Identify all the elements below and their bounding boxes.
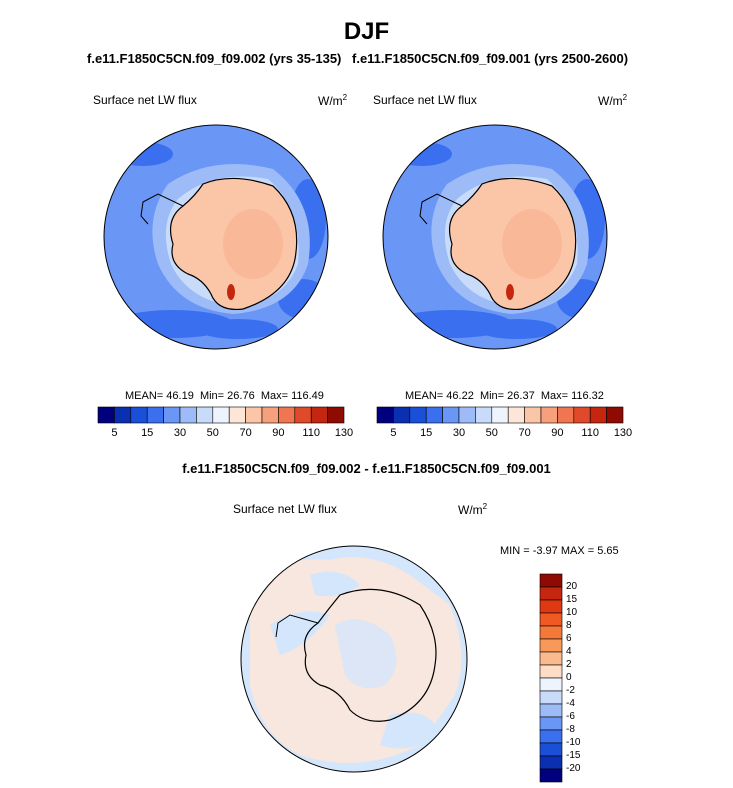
colorbar-swatch <box>606 406 624 424</box>
colorbar-tick-label: 4 <box>566 646 572 657</box>
colorbar-tick-label: 50 <box>485 427 498 439</box>
colorbar-swatch <box>163 406 181 424</box>
colorbar-swatch <box>491 406 509 424</box>
colorbar-swatch <box>376 406 394 424</box>
colorbar-swatch <box>409 406 427 424</box>
colorbar-swatch <box>539 768 563 783</box>
colorbar-tick-label: 90 <box>551 427 564 439</box>
colorbar-swatch <box>393 406 411 424</box>
panel-2-units: W/m2 <box>598 93 628 108</box>
colorbar-swatch <box>539 664 563 679</box>
colorbar-swatch <box>539 612 563 627</box>
colorbar-tick-label: -6 <box>566 711 575 722</box>
colorbar-swatch <box>310 406 328 424</box>
colorbar-swatch <box>539 729 563 744</box>
colorbar-tick-label: -20 <box>566 763 581 774</box>
panel-2-subtitle: f.e11.F1850C5CN.f09_f09.001 (yrs 2500-26… <box>352 51 629 66</box>
colorbar-swatch <box>475 406 493 424</box>
colorbar-panel-1 <box>97 406 345 424</box>
colorbar-swatch <box>146 406 164 424</box>
colorbar-swatch <box>539 599 563 614</box>
difference-units: W/m2 <box>458 502 488 517</box>
colorbar-tick-label: 30 <box>452 427 466 439</box>
colorbar-tick-label: 8 <box>566 620 572 631</box>
colorbar-swatch <box>97 406 115 424</box>
colorbar-swatch <box>539 677 563 692</box>
colorbar-difference <box>539 573 563 783</box>
colorbar-tick-label: -4 <box>566 698 575 709</box>
difference-title: f.e11.F1850C5CN.f09_f09.002 - f.e11.F185… <box>182 461 551 476</box>
colorbar-tick-label: 0 <box>566 672 572 683</box>
colorbar-swatch <box>539 651 563 666</box>
colorbar-tick-label: 5 <box>111 427 118 439</box>
colorbar-tick-label: 20 <box>566 581 578 592</box>
colorbar-swatch <box>245 406 263 424</box>
colorbar-swatch <box>539 703 563 718</box>
colorbar-swatch <box>539 638 563 653</box>
colorbar-swatch <box>507 406 525 424</box>
colorbar-swatch <box>425 406 443 424</box>
colorbar-swatch <box>228 406 246 424</box>
colorbar-swatch <box>278 406 296 424</box>
colorbar-tick-label: 2 <box>566 659 572 670</box>
colorbar-swatch <box>573 406 591 424</box>
colorbar-swatch <box>179 406 197 424</box>
panel-1-units: W/m2 <box>318 93 348 108</box>
colorbar-swatch <box>261 406 279 424</box>
colorbar-swatch <box>539 742 563 757</box>
colorbar-swatch <box>557 406 575 424</box>
colorbar-swatch <box>539 573 563 588</box>
colorbar-tick-label: 50 <box>206 427 219 439</box>
panel-1-subtitle: f.e11.F1850C5CN.f09_f09.002 (yrs 35-135) <box>87 51 342 66</box>
colorbar-tick-label: 6 <box>566 633 572 644</box>
colorbar-tick-label: 90 <box>272 427 285 439</box>
colorbar-swatch <box>114 406 132 424</box>
colorbar-swatch <box>294 406 312 424</box>
colorbar-tick-label: 15 <box>566 594 578 605</box>
panel-2-variable: Surface net LW flux <box>373 93 477 107</box>
colorbar-tick-label: 130 <box>613 427 633 439</box>
colorbar-swatch <box>539 716 563 731</box>
colorbar-tick-label: -2 <box>566 685 575 696</box>
colorbar-swatch <box>524 406 542 424</box>
colorbar-tick-label: 70 <box>518 427 531 439</box>
colorbar-swatch <box>539 625 563 640</box>
colorbar-tick-label: 70 <box>239 427 252 439</box>
colorbar-swatch <box>539 586 563 601</box>
colorbar-panel-2 <box>376 406 624 424</box>
colorbar-swatch <box>539 755 563 770</box>
colorbar-tick-label: 15 <box>420 427 433 439</box>
colorbar-swatch <box>196 406 214 424</box>
colorbar-swatch <box>540 406 558 424</box>
panel-1-variable: Surface net LW flux <box>93 93 197 107</box>
colorbar-tick-label: -10 <box>566 737 581 748</box>
colorbar-tick-label: -8 <box>566 724 575 735</box>
colorbar-swatch <box>458 406 476 424</box>
colorbar-tick-label: 130 <box>334 427 354 439</box>
colorbar-swatch <box>539 690 563 705</box>
colorbar-tick-label: -15 <box>566 750 581 761</box>
map-panel-1 <box>103 124 329 350</box>
colorbar-swatch <box>130 406 148 424</box>
colorbar-swatch <box>212 406 230 424</box>
main-title: DJF <box>343 18 390 45</box>
difference-variable: Surface net LW flux <box>233 502 337 516</box>
difference-stats: MIN = -3.97 MAX = 5.65 <box>500 545 619 557</box>
colorbar-swatch <box>327 406 345 424</box>
colorbar-tick-label: 110 <box>581 427 599 439</box>
colorbar-tick-label: 110 <box>302 427 320 439</box>
map-difference <box>240 545 468 773</box>
colorbar-swatch <box>442 406 460 424</box>
colorbar-tick-label: 15 <box>141 427 154 439</box>
colorbar-tick-label: 10 <box>566 607 578 618</box>
colorbar-tick-label: 5 <box>390 427 397 439</box>
panel-1-stats: MEAN= 46.19 Min= 26.76 Max= 116.49 <box>125 390 324 402</box>
map-panel-2 <box>382 124 608 350</box>
colorbar-swatch <box>589 406 607 424</box>
panel-2-stats: MEAN= 46.22 Min= 26.37 Max= 116.32 <box>405 390 604 402</box>
colorbar-tick-label: 30 <box>173 427 187 439</box>
